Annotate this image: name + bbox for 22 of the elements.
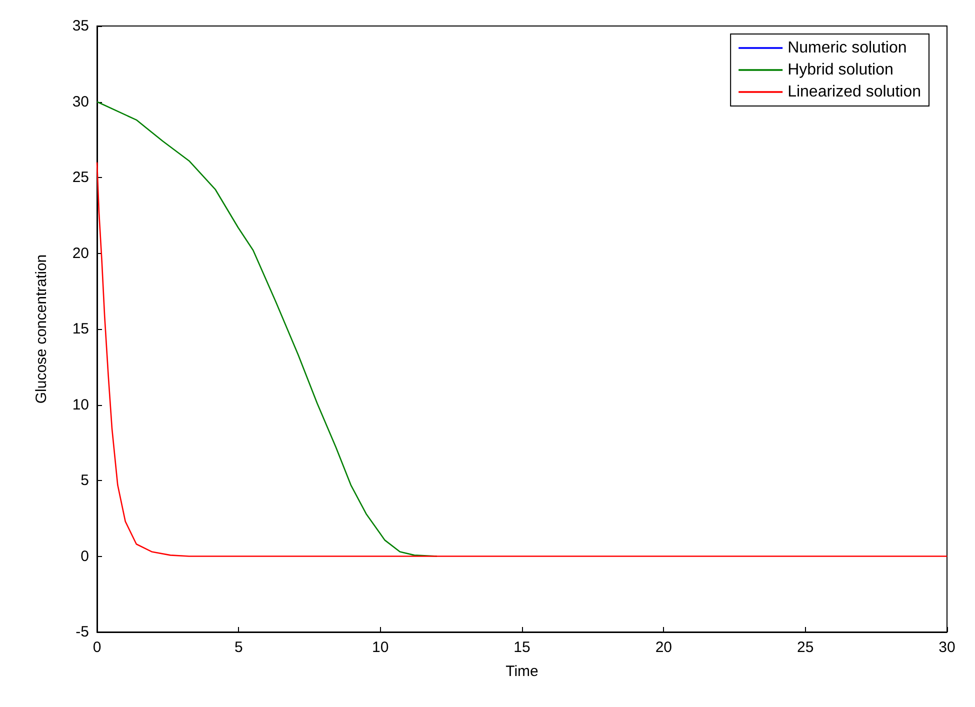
legend-label: Numeric solution — [788, 40, 907, 56]
y-tick-label: 25 — [72, 169, 89, 186]
x-tick-label: 5 — [234, 639, 243, 656]
y-tick-label: 15 — [72, 320, 89, 338]
y-tick-label: -5 — [76, 624, 89, 640]
y-tick-label: 10 — [72, 396, 89, 414]
x-tick-label: 25 — [796, 639, 814, 656]
legend-label: Linearized solution — [788, 84, 921, 100]
x-tick-label: 15 — [514, 639, 530, 656]
x-tick-label: 30 — [938, 639, 956, 656]
y-tick-label: 20 — [72, 244, 89, 262]
y-tick-label: 0 — [80, 548, 89, 565]
x-axis-title: Time — [506, 663, 538, 680]
line-series — [96, 162, 948, 557]
x-tick-label: 10 — [372, 639, 389, 656]
y-tick-label: 5 — [80, 472, 89, 489]
y-axis-title: Glucose concentration — [33, 254, 50, 404]
x-tick-label: 20 — [655, 639, 672, 656]
legend-label: Hybrid solution — [788, 62, 894, 78]
y-tick-label: 30 — [72, 93, 89, 110]
x-tick-label: 0 — [92, 639, 102, 656]
y-tick-label: 35 — [72, 18, 89, 34]
